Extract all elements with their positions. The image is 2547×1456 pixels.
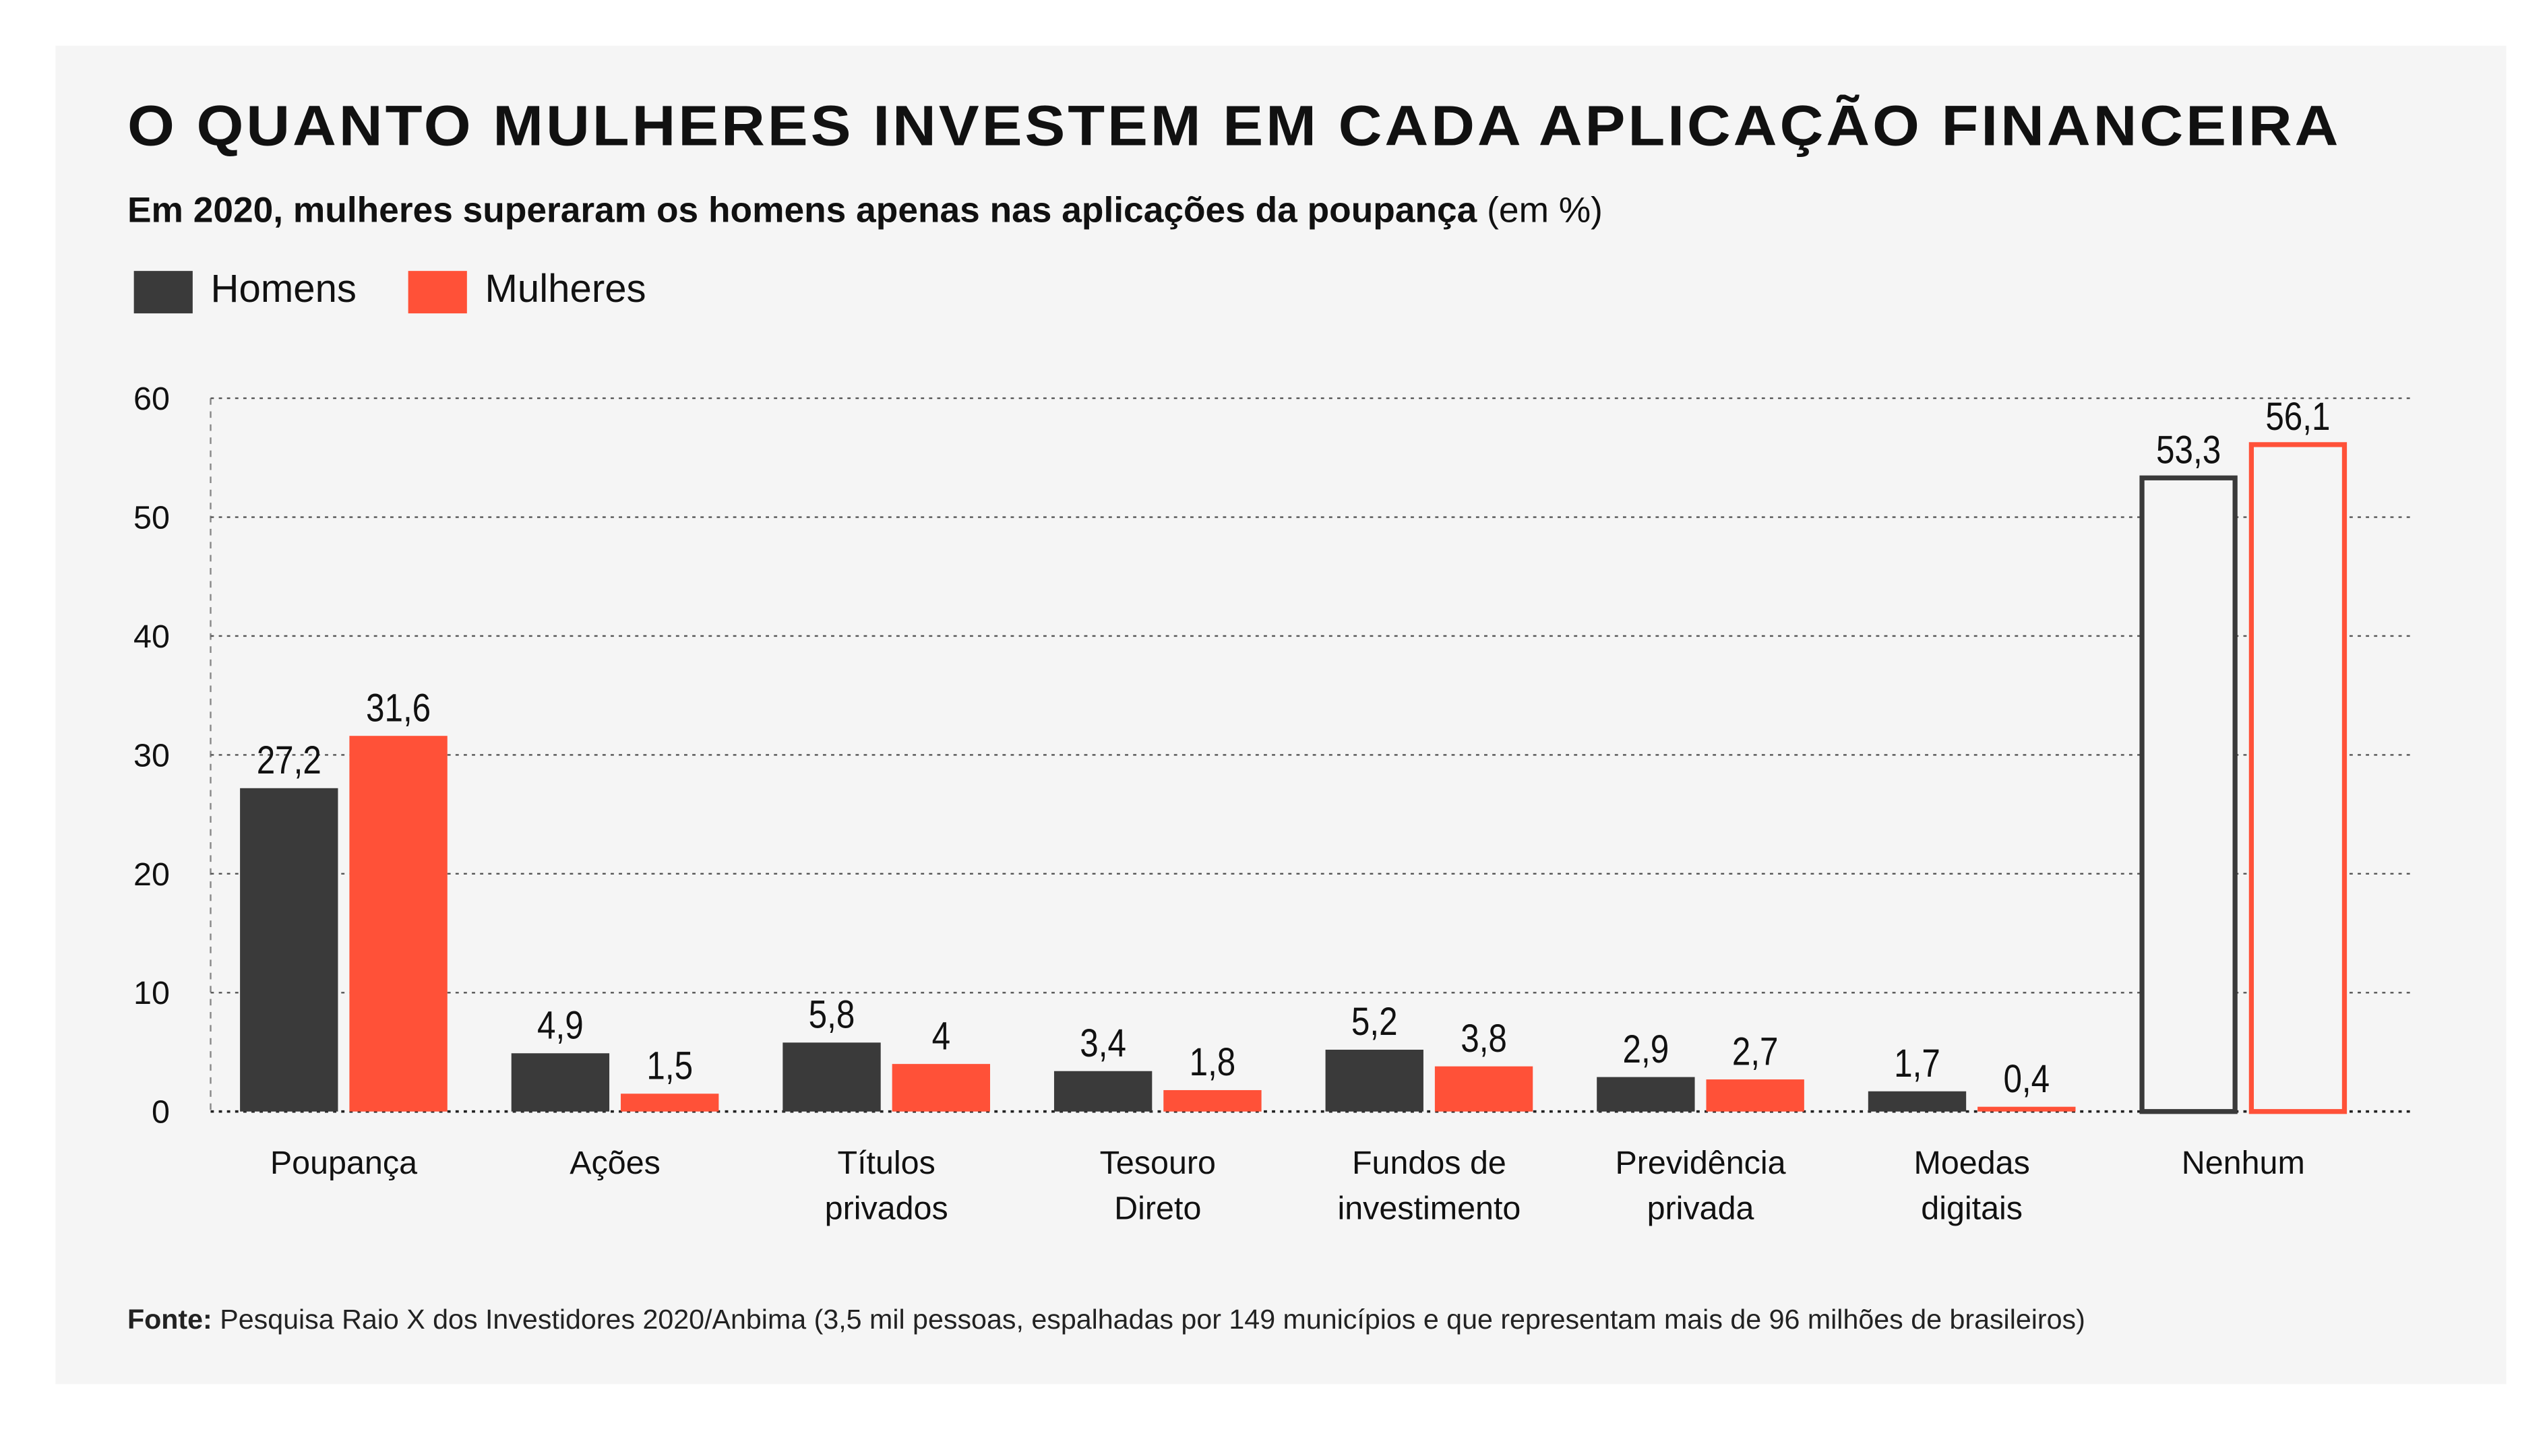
bar-mulheres xyxy=(1977,1106,2076,1112)
data-label: 2,7 xyxy=(1732,1030,1779,1074)
subtitle-unit: (em %) xyxy=(1487,189,1603,230)
x-tick-label: Ações xyxy=(570,1145,661,1181)
x-tick-label: investimento xyxy=(1337,1191,1521,1227)
data-label: 3,4 xyxy=(1080,1021,1126,1065)
data-label: 3,8 xyxy=(1461,1017,1507,1061)
legend-item-mulheres: Mulheres xyxy=(408,267,646,314)
y-tick-label: 20 xyxy=(133,856,170,893)
x-tick-label: Nenhum xyxy=(2182,1145,2305,1181)
y-tick-label: 50 xyxy=(133,499,170,536)
bar-mulheres xyxy=(892,1064,991,1112)
legend-label-mulheres: Mulheres xyxy=(485,267,646,312)
x-tick-label: Fundos de xyxy=(1352,1145,1506,1181)
bar-homens xyxy=(1597,1077,1695,1112)
bar-homens xyxy=(511,1053,610,1112)
data-label: 0,4 xyxy=(2003,1057,2050,1101)
bar-homens xyxy=(1868,1091,1967,1112)
y-tick-label: 60 xyxy=(133,381,170,417)
bar-homens xyxy=(240,788,338,1112)
data-label: 5,2 xyxy=(1351,1000,1398,1044)
bar-mulheres xyxy=(349,736,448,1112)
bar-homens xyxy=(1325,1049,1423,1112)
legend-swatch-homens xyxy=(133,271,193,314)
legend-label-homens: Homens xyxy=(210,267,357,312)
data-label: 1,7 xyxy=(1894,1042,1940,1085)
source-text: Pesquisa Raio X dos Investidores 2020/An… xyxy=(220,1304,2085,1335)
bar-mulheres xyxy=(2248,442,2347,1114)
bar-mulheres xyxy=(621,1094,719,1112)
bar-homens xyxy=(2139,475,2238,1114)
data-label: 4 xyxy=(932,1015,950,1058)
x-tick-label: Poupança xyxy=(270,1145,417,1181)
chart-subtitle: Em 2020, mulheres superaram os homens ap… xyxy=(127,189,1603,232)
bar-mulheres xyxy=(1163,1089,1262,1112)
x-tick-label: Previdência xyxy=(1615,1145,1785,1181)
data-label: 1,8 xyxy=(1190,1040,1236,1084)
data-label: 27,2 xyxy=(257,738,321,782)
bar-mulheres xyxy=(1434,1066,1533,1112)
x-tick-label: Direto xyxy=(1114,1191,1201,1227)
bar-homens xyxy=(1053,1071,1153,1112)
source-label: Fonte: xyxy=(127,1304,212,1335)
x-tick-label: Tesouro xyxy=(1100,1145,1216,1181)
subtitle-text: Em 2020, mulheres superaram os homens ap… xyxy=(127,189,1477,230)
data-label: 4,9 xyxy=(537,1004,584,1048)
chart-panel xyxy=(55,45,2507,1385)
x-tick-label: privados xyxy=(825,1191,948,1227)
data-label: 53,3 xyxy=(2156,429,2221,472)
x-tick-label: privada xyxy=(1647,1191,1754,1227)
y-tick-label: 40 xyxy=(133,619,170,655)
chart-title: O QUANTO MULHERES INVESTEM EM CADA APLIC… xyxy=(127,94,2341,158)
legend-item-homens: Homens xyxy=(133,267,357,314)
x-tick-label: digitais xyxy=(1921,1191,2023,1227)
data-label: 31,6 xyxy=(366,687,431,730)
y-tick-label: 0 xyxy=(152,1094,170,1131)
bar-homens xyxy=(782,1042,881,1112)
x-tick-label: Títulos xyxy=(837,1145,935,1181)
legend-swatch-mulheres xyxy=(408,271,467,314)
data-label: 5,8 xyxy=(809,993,855,1037)
x-tick-label: Moedas xyxy=(1913,1145,2029,1181)
data-label: 2,9 xyxy=(1623,1027,1669,1071)
data-label: 1,5 xyxy=(646,1044,693,1088)
y-tick-label: 10 xyxy=(133,975,170,1011)
y-tick-label: 30 xyxy=(133,737,170,773)
data-label: 56,1 xyxy=(2265,395,2330,439)
source-note: Fonte: Pesquisa Raio X dos Investidores … xyxy=(127,1304,2085,1337)
bar-mulheres xyxy=(1706,1079,1804,1112)
